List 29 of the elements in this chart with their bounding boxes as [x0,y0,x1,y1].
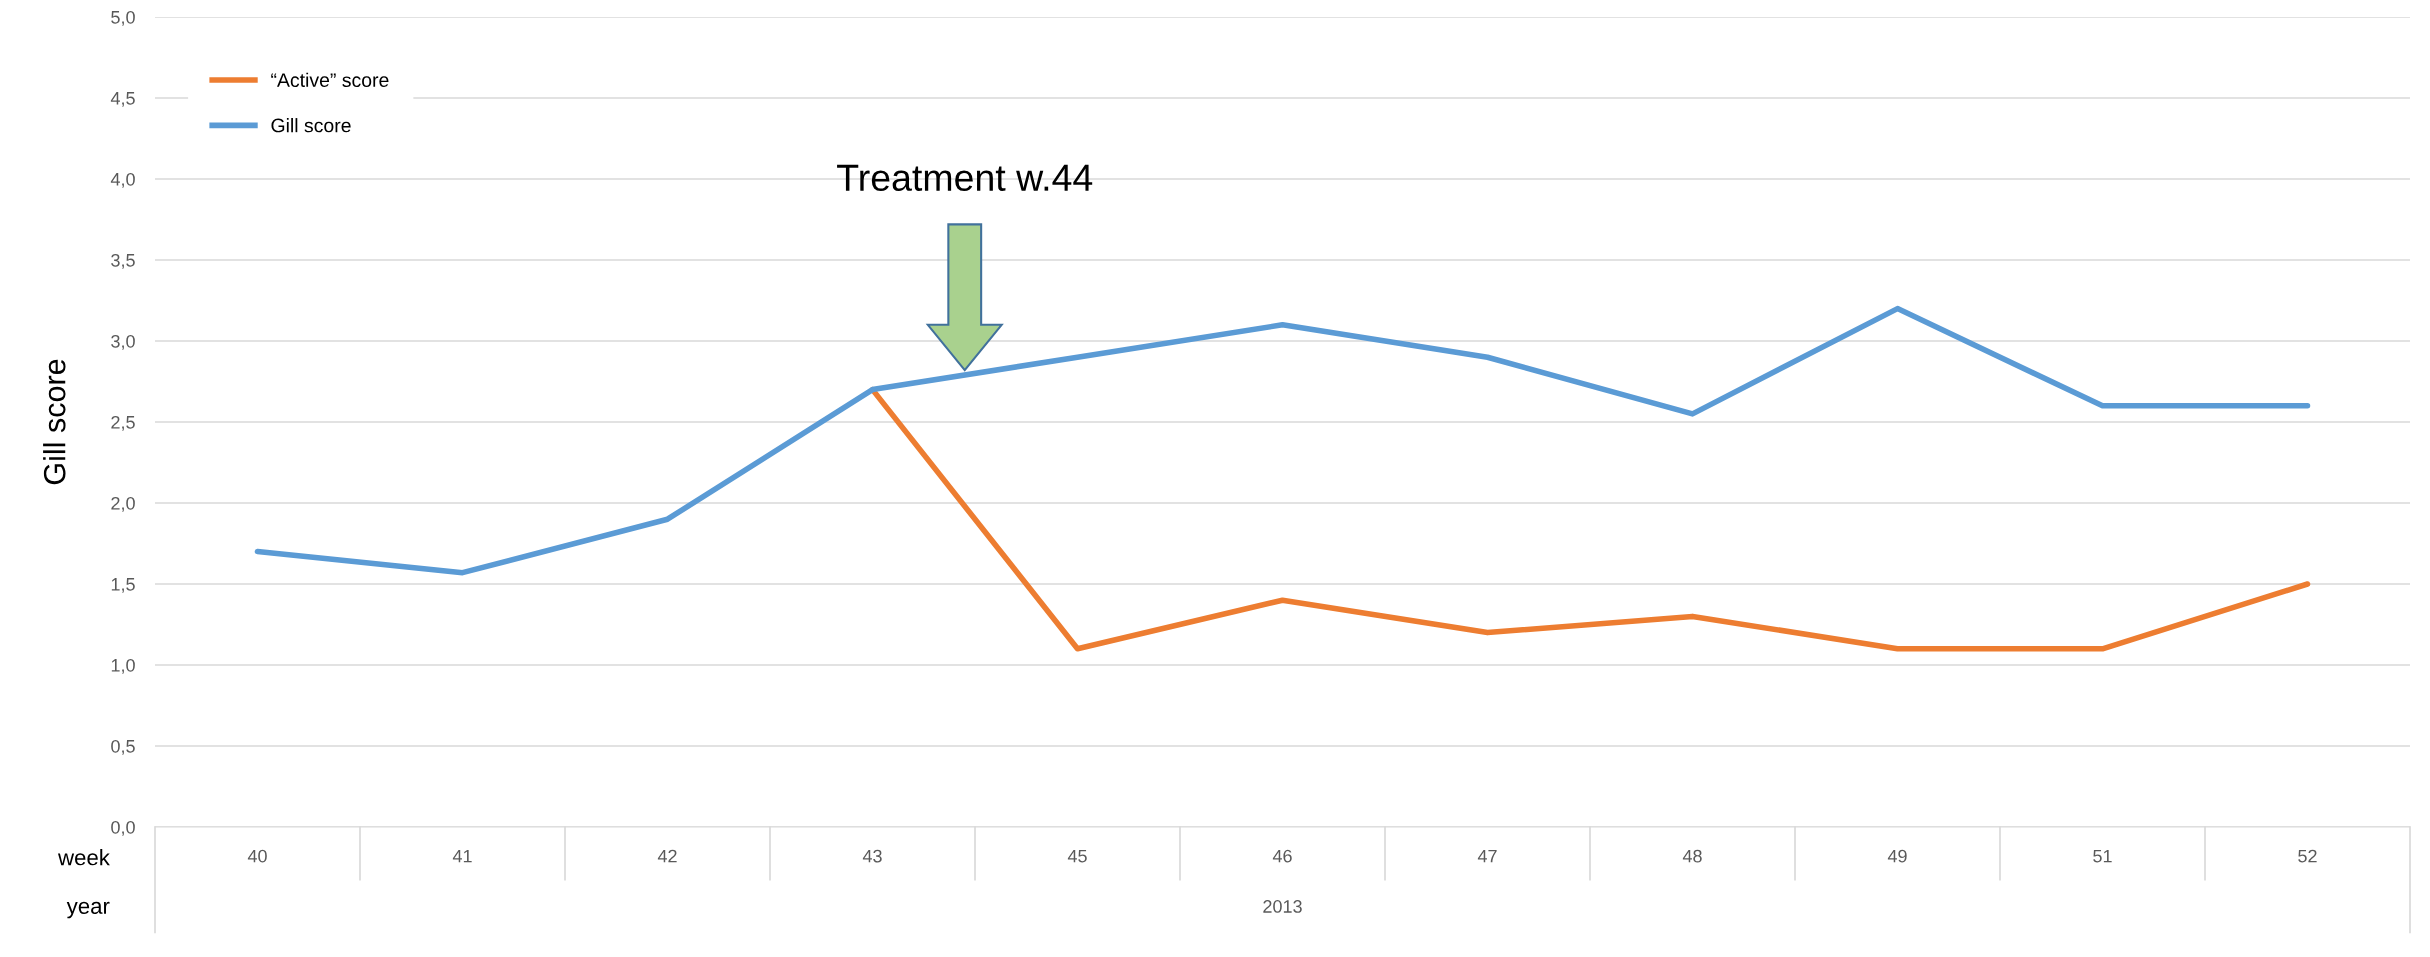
x-tick-label: 45 [1067,849,1087,863]
y-tick-label: 0,5 [111,739,135,755]
x-tick-label: 40 [247,849,267,863]
x-tick-label: 47 [1477,849,1497,863]
y-tick-label: 2,5 [111,415,135,431]
y-tick-label: 4,0 [110,172,135,188]
text: week [57,849,110,866]
x-tick-label: 52 [2298,849,2317,863]
x-tick-label: 49 [1887,849,1907,863]
y-tick-label: 1,5 [111,578,135,593]
legend-label: “Active” score [271,72,389,88]
y-tick-label: 0,0 [111,820,135,836]
annotation: Treatment w.44 [837,164,1093,192]
y-tick-label: 3,0 [111,334,135,350]
x-tick-label: 42 [657,849,677,863]
text: year [66,901,110,919]
legend-label: Gill score [271,118,351,133]
y-tick-label: 5,0 [111,10,135,26]
x-tick-label: 43 [862,849,882,863]
x-tick-label: 46 [1272,849,1292,863]
y-tick-label: 3,5 [111,253,135,269]
x-tick-label: 48 [1682,849,1702,863]
text: 2013 [1263,900,1302,913]
x-tick-label: 51 [2093,849,2112,863]
y-axis-title: Gill score [43,359,66,485]
y-tick-label: 2,0 [111,496,135,512]
x-tick-label: 41 [452,849,472,863]
y-tick-label: 4,5 [110,92,135,107]
y-tick-label: 1,0 [111,658,135,674]
